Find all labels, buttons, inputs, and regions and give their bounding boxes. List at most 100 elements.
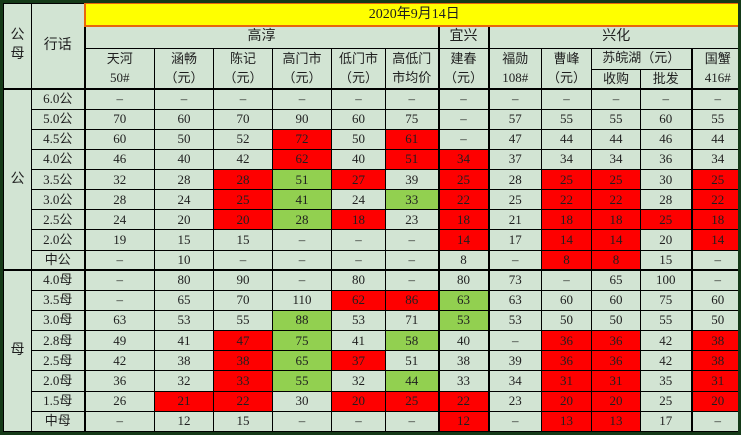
price-cell: 55 bbox=[690, 108, 738, 130]
price-cell: – bbox=[213, 249, 273, 271]
price-cell: 63 bbox=[83, 310, 155, 332]
price-cell: 8 bbox=[591, 249, 641, 271]
price-cell: 20 bbox=[331, 390, 386, 412]
price-cell: 70 bbox=[213, 289, 273, 312]
price-cell: 70 bbox=[213, 108, 273, 130]
group-label: 母 bbox=[3, 269, 32, 432]
price-cell: 36 bbox=[640, 148, 692, 171]
price-cell: – bbox=[487, 410, 542, 432]
region-row: 高淳 宜兴 兴化 bbox=[4, 25, 738, 49]
price-cell: – bbox=[331, 87, 386, 110]
price-cell: 86 bbox=[385, 289, 439, 312]
price-cell: 23 bbox=[385, 209, 439, 231]
price-cell: 55 bbox=[213, 310, 273, 332]
price-cell: – bbox=[487, 330, 542, 352]
column-header-fuxun: 福勋 108# bbox=[487, 47, 542, 90]
row-label: 中母 bbox=[31, 410, 85, 432]
price-cell: 28 bbox=[640, 189, 692, 211]
row-label: 2.0母 bbox=[31, 370, 85, 392]
price-cell: 22 bbox=[591, 189, 641, 211]
price-cell: – bbox=[385, 249, 439, 271]
price-cell: 41 bbox=[272, 189, 332, 211]
price-cell: 38 bbox=[154, 350, 214, 372]
price-cell: 50 bbox=[690, 310, 738, 332]
row-label: 5.0公 bbox=[31, 108, 85, 130]
table-row: 3.0公 28 24 25 41 24 33 22 25 22 22 28 22 bbox=[4, 189, 738, 211]
price-cell: 38 bbox=[690, 330, 738, 352]
price-cell: 22 bbox=[437, 390, 489, 412]
price-cell: – bbox=[272, 269, 332, 291]
row-label: 4.5公 bbox=[31, 128, 85, 150]
column-header-chenji: 陈记 （元） bbox=[213, 47, 273, 90]
price-cell: 18 bbox=[591, 209, 641, 231]
price-cell: – bbox=[437, 128, 489, 150]
price-cell: 22 bbox=[213, 390, 273, 412]
price-cell: 25 bbox=[591, 169, 641, 191]
price-cell: – bbox=[541, 87, 592, 110]
price-cell: 46 bbox=[640, 128, 692, 150]
price-cell: 12 bbox=[437, 410, 489, 432]
price-cell: 28 bbox=[83, 189, 155, 211]
table-row: 4.5公 60 50 52 72 50 61–47 44 44 46 44 bbox=[4, 128, 738, 150]
column-header-guoxie: 国蟹 416# bbox=[690, 47, 738, 90]
column-header-gaomenshi: 高门市 （元） bbox=[272, 47, 332, 90]
table-row: 2.8母 49 41 47 75 41 58 40–36 36 42 38 bbox=[4, 330, 738, 352]
row-label: 2.5公 bbox=[31, 209, 85, 231]
price-cell: 30 bbox=[640, 169, 692, 191]
date-banner: 2020年9月14日 bbox=[83, 3, 738, 27]
price-cell: 24 bbox=[83, 209, 155, 231]
price-cell: 88 bbox=[272, 310, 332, 332]
price-cell: 20 bbox=[154, 209, 214, 231]
price-cell: 18 bbox=[541, 209, 592, 231]
price-cell: 10 bbox=[154, 249, 214, 271]
price-cell: 8 bbox=[541, 249, 592, 271]
price-cell: 14 bbox=[690, 229, 738, 251]
table-row: 2.5母 42 38 38 65 37 51 38 39 36 36 42 38 bbox=[4, 350, 738, 372]
price-cell: 60 bbox=[690, 289, 738, 312]
price-cell: 14 bbox=[541, 229, 592, 251]
price-cell: 30 bbox=[272, 390, 332, 412]
price-cell: 42 bbox=[213, 148, 273, 171]
table-row: 3.5公 32 28 28 51 27 39 25 28 25 25 30 25 bbox=[4, 169, 738, 191]
price-cell: 72 bbox=[272, 128, 332, 150]
price-cell: 80 bbox=[154, 269, 214, 291]
price-cell: 34 bbox=[591, 148, 641, 171]
price-cell: 62 bbox=[272, 148, 332, 171]
price-cell: 40 bbox=[437, 330, 489, 352]
row-label: 1.5母 bbox=[31, 390, 85, 412]
price-cell: – bbox=[541, 269, 592, 291]
price-cell: 18 bbox=[437, 209, 489, 231]
price-cell: 20 bbox=[591, 390, 641, 412]
price-cell: 37 bbox=[487, 148, 542, 171]
price-cell: 71 bbox=[385, 310, 439, 332]
price-cell: 14 bbox=[437, 229, 489, 251]
price-cell: 26 bbox=[83, 390, 155, 412]
price-table: 公母 行话 2020年9月14日 高淳 宜兴 兴化 天河 50# 涵畅 （元） 陈记… bbox=[3, 3, 738, 432]
price-cell: – bbox=[154, 87, 214, 110]
price-cell: 73 bbox=[487, 269, 542, 291]
price-cell: – bbox=[83, 249, 155, 271]
price-cell: 13 bbox=[591, 410, 641, 432]
price-cell: 33 bbox=[437, 370, 489, 392]
price-cell: 15 bbox=[154, 229, 214, 251]
price-cell: 24 bbox=[331, 189, 386, 211]
price-cell: 52 bbox=[213, 128, 273, 150]
corner-gender-header: 公母 bbox=[3, 3, 32, 90]
column-header-dimenshi: 低门市 （元） bbox=[331, 47, 386, 90]
table-row: 中母 –12 15– – –12–13 13 17– bbox=[4, 410, 738, 432]
row-label: 2.5母 bbox=[31, 350, 85, 372]
price-cell: 65 bbox=[591, 269, 641, 291]
row-label: 4.0母 bbox=[31, 269, 85, 291]
price-cell: 51 bbox=[272, 169, 332, 191]
price-cell: – bbox=[690, 249, 738, 271]
price-cell: – bbox=[437, 87, 489, 110]
row-label: 3.5公 bbox=[31, 169, 85, 191]
price-cell: 13 bbox=[541, 410, 592, 432]
table-row: 1.5母 26 21 22 30 20 25 22 23 20 20 25 20 bbox=[4, 390, 738, 412]
price-cell: 34 bbox=[541, 148, 592, 171]
price-cell: – bbox=[385, 410, 439, 432]
price-cell: 50 bbox=[154, 128, 214, 150]
price-cell: 17 bbox=[640, 410, 692, 432]
price-cell: 25 bbox=[385, 390, 439, 412]
price-cell: 19 bbox=[83, 229, 155, 251]
